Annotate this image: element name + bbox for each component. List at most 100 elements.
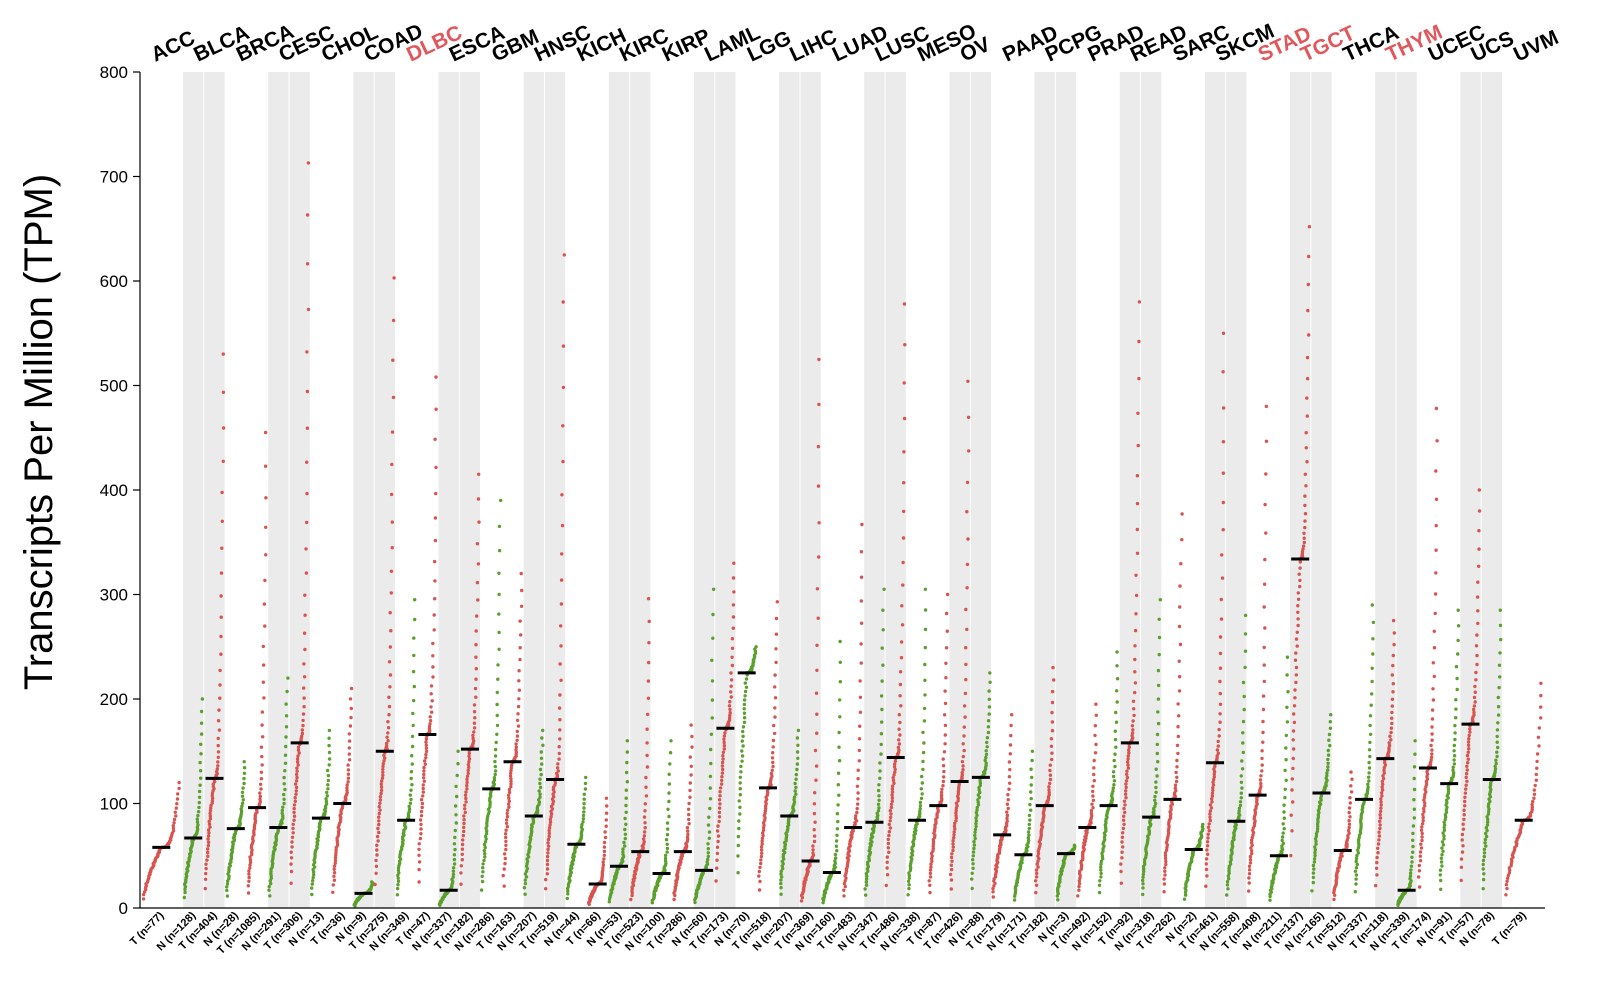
data-point bbox=[420, 805, 424, 810]
data-point bbox=[1452, 758, 1456, 762]
data-point bbox=[900, 623, 905, 627]
data-point bbox=[1120, 850, 1124, 854]
data-point bbox=[264, 553, 268, 557]
data-point bbox=[1422, 809, 1426, 814]
data-point bbox=[1122, 799, 1127, 803]
data-point bbox=[481, 866, 485, 870]
data-point bbox=[269, 881, 273, 886]
data-point bbox=[601, 860, 605, 864]
data-point bbox=[707, 830, 712, 834]
data-point bbox=[1126, 757, 1130, 761]
data-point bbox=[736, 854, 740, 858]
data-point bbox=[796, 756, 800, 760]
data-point bbox=[1439, 878, 1443, 883]
data-point bbox=[743, 689, 748, 694]
data-point bbox=[239, 807, 243, 811]
data-point bbox=[1242, 707, 1246, 712]
data-point bbox=[413, 617, 417, 622]
data-point bbox=[1430, 708, 1435, 712]
data-point bbox=[1536, 735, 1541, 739]
data-point bbox=[208, 811, 212, 816]
data-point bbox=[1425, 782, 1429, 786]
data-point bbox=[302, 631, 307, 635]
data-point bbox=[218, 668, 222, 673]
data-point bbox=[296, 745, 301, 749]
data-point bbox=[471, 736, 475, 741]
data-point bbox=[221, 352, 225, 356]
data-point bbox=[1218, 651, 1223, 656]
data-point bbox=[759, 858, 763, 862]
data-point bbox=[1050, 700, 1055, 705]
data-point bbox=[1476, 621, 1480, 626]
data-point bbox=[217, 728, 222, 732]
data-point bbox=[1473, 700, 1477, 704]
data-point bbox=[454, 784, 458, 789]
data-point bbox=[718, 790, 722, 794]
data-point bbox=[540, 736, 544, 740]
data-point bbox=[459, 864, 463, 868]
data-point bbox=[280, 808, 284, 813]
data-point bbox=[289, 881, 293, 885]
data-point bbox=[740, 754, 745, 758]
data-point bbox=[1303, 519, 1307, 523]
data-point bbox=[1029, 808, 1033, 812]
data-point bbox=[1477, 564, 1481, 568]
data-point bbox=[345, 786, 349, 790]
data-point bbox=[892, 773, 896, 777]
data-point bbox=[431, 654, 435, 658]
data-point bbox=[1347, 819, 1351, 823]
data-point bbox=[1133, 657, 1137, 662]
data-point bbox=[878, 776, 882, 780]
data-point bbox=[1091, 798, 1096, 803]
data-point bbox=[738, 787, 742, 791]
data-point bbox=[1239, 780, 1244, 784]
data-point bbox=[504, 847, 508, 852]
data-point bbox=[1216, 751, 1221, 755]
data-point bbox=[721, 767, 725, 772]
data-point bbox=[1305, 460, 1309, 464]
data-point bbox=[463, 807, 467, 811]
data-point bbox=[452, 853, 457, 857]
data-point bbox=[216, 764, 220, 768]
data-point bbox=[1164, 848, 1169, 852]
data-point bbox=[1174, 779, 1179, 784]
data-point bbox=[1375, 873, 1379, 877]
data-point bbox=[665, 850, 669, 854]
data-point bbox=[171, 829, 176, 833]
y-tick-label: 700 bbox=[100, 168, 128, 187]
data-point bbox=[604, 796, 609, 800]
data-point bbox=[1378, 813, 1382, 817]
data-point bbox=[420, 801, 425, 806]
data-point bbox=[474, 677, 478, 681]
data-point bbox=[644, 794, 649, 798]
data-point bbox=[465, 780, 469, 785]
data-point bbox=[456, 762, 460, 766]
data-point bbox=[928, 875, 933, 879]
data-point bbox=[1157, 617, 1161, 621]
data-point bbox=[1310, 889, 1314, 893]
data-point bbox=[430, 710, 434, 714]
data-point bbox=[1303, 503, 1307, 508]
data-point bbox=[505, 825, 510, 829]
data-point bbox=[379, 782, 383, 786]
data-point bbox=[453, 847, 457, 852]
data-point bbox=[283, 753, 288, 757]
data-point bbox=[941, 757, 945, 761]
data-point bbox=[1099, 862, 1103, 866]
data-point bbox=[427, 724, 432, 729]
data-point bbox=[759, 861, 763, 866]
data-point bbox=[723, 731, 727, 735]
data-point bbox=[644, 775, 648, 780]
data-point bbox=[710, 679, 715, 683]
data-point bbox=[410, 762, 414, 766]
data-point bbox=[434, 375, 438, 379]
data-point bbox=[1122, 806, 1126, 811]
data-point bbox=[743, 694, 747, 698]
data-point bbox=[497, 630, 501, 635]
data-point bbox=[890, 784, 895, 788]
data-point bbox=[687, 812, 691, 817]
data-point bbox=[1130, 734, 1134, 738]
data-point bbox=[885, 873, 890, 877]
data-point bbox=[518, 619, 522, 623]
data-point bbox=[1264, 531, 1268, 535]
